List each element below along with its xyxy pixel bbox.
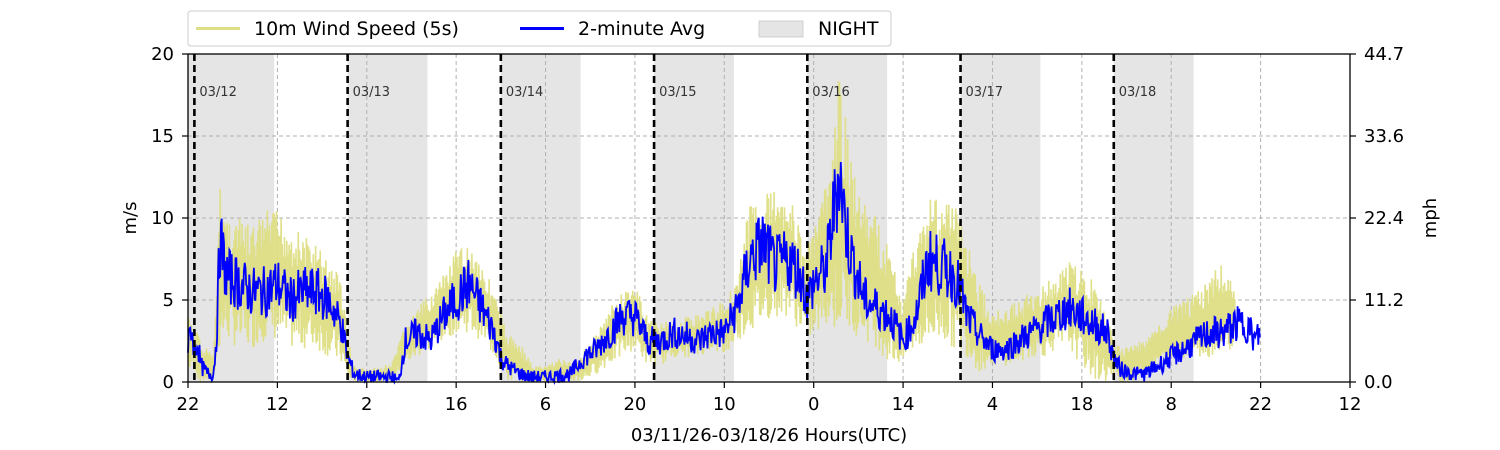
x-tick-label: 12 [1339,394,1362,415]
y-tick-label-left: 5 [163,290,174,311]
day-marker-label: 03/16 [812,85,849,100]
two-minute-avg-series [187,161,1261,385]
x-tick-label: 14 [892,394,915,415]
x-tick-label: 10 [713,394,736,415]
legend: 10m Wind Speed (5s) 2-minute Avg NIGHT [187,10,892,47]
two-minute-avg-line [187,161,1261,385]
day-marker-label: 03/13 [353,85,390,100]
y-tick-label-left: 0 [163,372,174,393]
day-marker-label: 03/18 [1119,85,1156,100]
x-tick-label: 16 [445,394,468,415]
x-tick-label: 22 [177,394,200,415]
y-tick-label-right: 33.6 [1364,126,1404,147]
x-tick-label: 8 [1166,394,1177,415]
day-marker-label: 03/15 [659,85,696,100]
y-tick-label-left: 10 [151,208,174,229]
y-tick-label-right: 22.4 [1364,208,1404,229]
day-marker-label: 03/14 [506,85,543,100]
x-tick-label: 12 [266,394,289,415]
legend-label-night: NIGHT [818,18,879,40]
x-tick-label: 20 [623,394,646,415]
day-marker-label: 03/17 [966,85,1003,100]
legend-label-two-minute-avg: 2-minute Avg [578,18,705,40]
x-tick-label: 6 [540,394,551,415]
y-axis-label-right: mph [1420,198,1441,238]
x-axis-label: 03/11/26-03/18/26 Hours(UTC) [631,425,907,446]
wind-speed-5s-line [187,81,1236,383]
axis-ticks: 22 12 2 16 6 20 10 0 14 4 18 8 22 12 0 5 10 15 20 0.0 11.2 22… [151,44,1404,415]
y-tick-label-right: 0.0 [1364,372,1393,393]
day-marker-label: 03/12 [199,85,236,100]
x-tick-label: 18 [1070,394,1093,415]
x-tick-label: 4 [987,394,998,415]
wind-speed-5s-series [187,81,1236,383]
legend-label-wind-speed: 10m Wind Speed (5s) [254,18,459,40]
legend-swatch-night [758,20,804,38]
day-markers: 03/12 03/13 03/14 03/15 03/16 03/17 03/18 [193,54,1156,382]
y-tick-label-right: 44.7 [1364,44,1404,65]
y-axis-label-left: m/s [120,202,141,235]
x-tick-label: 22 [1249,394,1272,415]
x-tick-label: 2 [361,394,372,415]
x-tick-label: 0 [808,394,819,415]
y-tick-label-left: 15 [151,126,174,147]
y-tick-label-left: 20 [151,44,174,65]
y-tick-label-right: 11.2 [1364,290,1404,311]
